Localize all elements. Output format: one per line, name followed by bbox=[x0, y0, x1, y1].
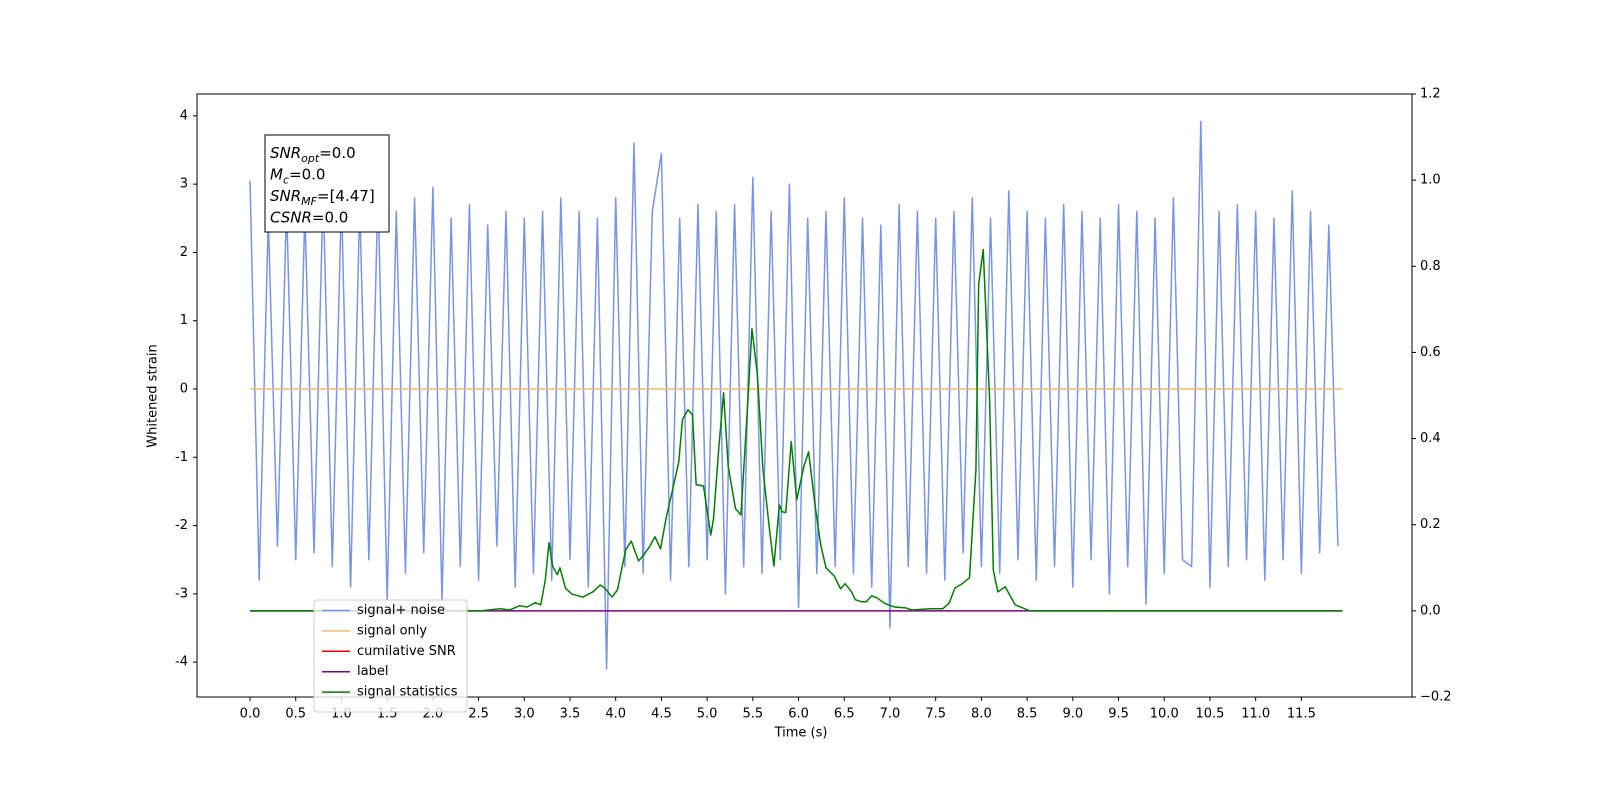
series-line bbox=[249, 120, 1339, 670]
x-tick-label: 7.0 bbox=[880, 707, 901, 722]
x-tick-label: 3.5 bbox=[560, 707, 581, 722]
y2-tick-label: 1.0 bbox=[1420, 173, 1441, 188]
annotation-frame bbox=[264, 134, 390, 233]
x-tick-label: 0.0 bbox=[240, 707, 261, 722]
x-tick-label: 8.5 bbox=[1017, 707, 1038, 722]
annotation-text: =0.0 bbox=[319, 144, 355, 162]
x-tick-label: 8.0 bbox=[971, 707, 992, 722]
x-tick-label: 2.5 bbox=[468, 707, 489, 722]
x-tick-label: 7.5 bbox=[925, 707, 946, 722]
y2-tick-label: 0.2 bbox=[1420, 517, 1441, 532]
legend-label: signal+ noise bbox=[357, 603, 445, 618]
annotation-symbol: SNR bbox=[270, 187, 301, 205]
annotation-subscript: opt bbox=[301, 152, 320, 165]
legend-frame bbox=[313, 599, 468, 713]
x-tick-label: 3.0 bbox=[514, 707, 535, 722]
legend-label: signal statistics bbox=[357, 685, 458, 700]
y2-tick-label: 0.6 bbox=[1420, 345, 1441, 360]
y-tick-label: 0 bbox=[180, 382, 188, 397]
annotation-line: SNRMF=[4.47] bbox=[270, 187, 375, 208]
y-tick-label: -1 bbox=[175, 450, 188, 465]
legend-label: cumilative SNR bbox=[357, 644, 456, 659]
annotation-symbol: CSNR bbox=[270, 209, 312, 227]
x-tick-label: 9.5 bbox=[1108, 707, 1129, 722]
x-axis-label: Time (s) bbox=[774, 726, 828, 741]
x-tick-label: 4.5 bbox=[651, 707, 672, 722]
annotation-symbol: M bbox=[270, 166, 283, 184]
x-tick-label: 5.0 bbox=[697, 707, 718, 722]
annotation-line: SNRopt=0.0 bbox=[270, 144, 356, 165]
y-axis-label: Whitened strain bbox=[146, 344, 161, 447]
y-tick-label: -3 bbox=[175, 586, 188, 601]
legend: signal+ noise signal only cumilative SNR la… bbox=[313, 599, 468, 713]
annotation-subscript: MF bbox=[301, 195, 317, 208]
x-tick-label: 10.5 bbox=[1195, 707, 1224, 722]
y-tick-label: 3 bbox=[180, 177, 188, 192]
legend-label: label bbox=[357, 664, 388, 679]
plot-frame bbox=[196, 93, 1413, 698]
x-tick-label: 4.0 bbox=[605, 707, 626, 722]
legend-label: signal only bbox=[357, 623, 427, 638]
y2-tick-label: 0.8 bbox=[1420, 259, 1441, 274]
annotation-symbol: SNR bbox=[270, 144, 301, 162]
x-tick-label: 5.5 bbox=[743, 707, 764, 722]
y-tick-label: -2 bbox=[175, 518, 188, 533]
series-line bbox=[250, 248, 1343, 612]
y-tick-label: -4 bbox=[175, 655, 188, 670]
y2-tick-label: −0.2 bbox=[1420, 690, 1452, 705]
annotation-line: Mc=0.0 bbox=[270, 166, 325, 187]
y2-tick-label: 0.0 bbox=[1420, 603, 1441, 618]
x-tick-label: 11.5 bbox=[1287, 707, 1316, 722]
annotation-subscript: c bbox=[283, 174, 289, 187]
y2-tick-label: 0.4 bbox=[1420, 431, 1441, 446]
annotation-text: =[4.47] bbox=[317, 187, 375, 205]
y-tick-label: 2 bbox=[180, 245, 188, 260]
annotation-text: =0.0 bbox=[312, 209, 348, 227]
annotation-line: CSNR=0.0 bbox=[270, 209, 348, 227]
x-tick-label: 6.0 bbox=[788, 707, 809, 722]
x-tick-label: 6.5 bbox=[834, 707, 855, 722]
y-tick-label: 1 bbox=[180, 313, 188, 328]
x-tick-label: 10.0 bbox=[1150, 707, 1179, 722]
x-tick-label: 11.0 bbox=[1241, 707, 1270, 722]
y2-tick-label: 1.2 bbox=[1420, 87, 1441, 102]
x-tick-label: 0.5 bbox=[285, 707, 306, 722]
x-tick-label: 9.0 bbox=[1062, 707, 1083, 722]
y-tick-label: 4 bbox=[180, 108, 188, 123]
annotation-text: =0.0 bbox=[289, 166, 325, 184]
